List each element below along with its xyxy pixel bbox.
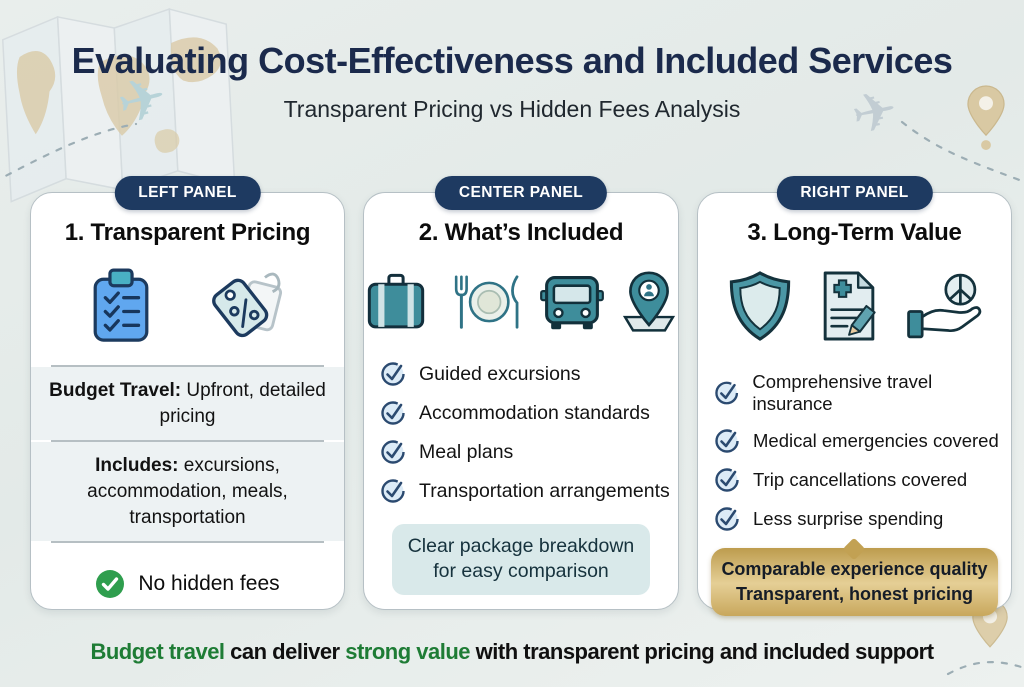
panel-title-whats-included: 2. What’s Included [418,219,624,246]
map-pin-person-icon [622,271,676,332]
list-item-label: Trip cancellations covered [753,469,968,490]
green-check-icon [96,570,125,599]
list-item-label: Accommodation standards [419,401,650,424]
divider [51,440,324,443]
list-item-label: Guided excursions [419,362,581,385]
check-circle-icon [381,401,405,425]
bus-icon [540,275,604,330]
list-item-label: Medical emergencies covered [753,430,999,451]
list-item: Transportation arrangements [380,478,678,504]
footer-segment: strong value [345,639,471,664]
panel-long-term-value: RIGHT PANEL 3. Long-Term Value [697,176,1012,617]
budget-travel-text: Upfront, detailed pricing [159,380,326,427]
callout-line: Transparent, honest pricing [735,584,974,605]
panel-transparent-pricing: LEFT PANEL 1. Transparent Pricing [30,176,345,610]
no-hidden-fees-row: No hidden fees [31,569,344,599]
includes-lead: Includes: [95,455,179,477]
panel-badge-right: RIGHT PANEL [776,176,933,210]
page-title: Evaluating Cost-Effectiveness and Includ… [71,40,953,81]
dashed-path-top-left [0,122,138,181]
hand-peace-icon [906,273,981,339]
list-item-label: Transportation arrangements [419,479,670,502]
icon-row [364,267,678,337]
page-subtitle: Transparent Pricing vs Hidden Fees Analy… [283,96,741,122]
list-item: Accommodation standards [380,400,678,426]
meal-icon [454,275,519,329]
check-circle-icon [381,362,405,386]
panels-row: LEFT PANEL 1. Transparent Pricing [30,176,1012,617]
shield-icon [729,271,790,341]
check-circle-icon [381,440,405,464]
budget-travel-section: Budget Travel: Upfront, detailed pricing [31,367,344,441]
package-breakdown-callout: Clear package breakdown for easy compari… [392,524,650,595]
footer-segment: can deliver [224,639,346,664]
panel-title-long-term-value: 3. Long-Term Value [747,219,962,246]
clipboard-checklist-icon [93,268,148,342]
list-item: Medical emergencies covered [714,428,1011,454]
price-tags-percent-icon [211,272,282,338]
check-circle-icon [381,479,405,503]
icon-row [31,263,344,349]
list-item-label: Less surprise spending [753,508,944,529]
check-circle-icon [715,381,739,405]
panel-badge-left: LEFT PANEL [114,176,261,210]
included-checklist: Guided excursions Accommodation standard… [380,361,678,504]
includes-section: Includes: excursions, accommodation, mea… [31,442,344,542]
no-hidden-fees-label: No hidden fees [138,572,280,596]
footer-segment: Budget travel [90,639,225,664]
value-checklist: Comprehensive travel insurance Medical e… [714,371,1011,532]
list-item: Meal plans [380,439,678,465]
divider [51,365,324,367]
list-item: Guided excursions [380,361,678,387]
list-item-label: Meal plans [419,440,514,463]
divider [51,541,324,544]
callout-line: Clear package breakdown [407,535,635,557]
suitcase-icon [367,273,425,329]
panel-title-transparent-pricing: 1. Transparent Pricing [64,219,311,246]
experience-quality-callout: Comparable experience quality Transparen… [710,548,999,617]
panel-whats-included: CENTER PANEL 2. What’s Included [363,176,679,610]
list-item: Less surprise spending [714,506,1011,532]
list-item: Comprehensive travel insurance [714,371,1011,415]
check-circle-icon [715,468,739,492]
list-item: Trip cancellations covered [714,467,1011,493]
includes-text: excursions, accommodation, meals, transp… [87,455,288,528]
footer-summary: Budget travel can deliver strong value w… [0,639,1024,665]
icon-row [698,265,1011,347]
dashed-path-top-right [900,120,1024,183]
check-circle-icon [715,429,739,453]
insurance-document-icon [823,271,876,341]
budget-travel-lead: Budget Travel: [49,380,182,401]
callout-line: for easy comparison [433,560,609,583]
pricing-sections: Budget Travel: Upfront, detailed pricing… [31,365,344,544]
callout-line: Comparable experience quality [721,559,988,579]
check-circle-icon [715,507,739,531]
header: Evaluating Cost-Effectiveness and Includ… [0,40,1024,123]
footer-segment: with transparent pricing and included su… [470,639,934,664]
panel-badge-center: CENTER PANEL [434,176,608,210]
list-item-label: Comprehensive travel insurance [752,371,933,414]
